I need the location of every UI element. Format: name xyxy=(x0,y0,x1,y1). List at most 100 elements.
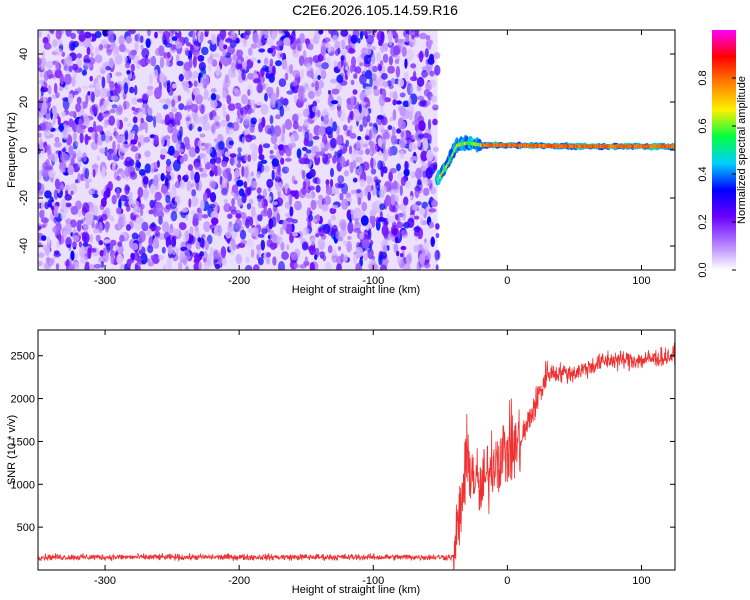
noise-blob xyxy=(188,235,196,245)
signal-core xyxy=(654,144,657,149)
noise-blob xyxy=(375,208,382,214)
noise-blob xyxy=(86,46,91,56)
noise-blob xyxy=(220,119,228,127)
noise-blob xyxy=(58,184,65,191)
noise-blob xyxy=(327,245,333,254)
signal-core xyxy=(566,144,568,149)
noise-blob xyxy=(209,192,217,203)
noise-blob xyxy=(270,92,278,105)
noise-blob xyxy=(94,54,103,64)
noise-blob xyxy=(282,186,286,192)
noise-blob xyxy=(267,47,274,54)
noise-blob xyxy=(337,175,345,184)
signal-core xyxy=(580,144,583,149)
noise-blob xyxy=(342,124,348,131)
signal-core xyxy=(657,144,659,149)
signal-core xyxy=(532,143,534,148)
noise-blob xyxy=(286,244,290,251)
x-axis-label: Height of straight line (km) xyxy=(292,584,420,596)
noise-blob xyxy=(231,238,236,249)
colorbar-bar xyxy=(712,30,736,270)
noise-blob xyxy=(53,189,59,200)
noise-blob xyxy=(172,235,177,241)
noise-blob xyxy=(427,252,431,261)
noise-blob xyxy=(227,103,236,111)
noise-blob xyxy=(169,200,178,210)
noise-blob xyxy=(87,264,96,270)
noise-blob xyxy=(334,151,338,158)
noise-blob xyxy=(283,37,291,46)
noise-blob xyxy=(38,260,43,267)
noise-blob xyxy=(345,192,352,199)
noise-blob xyxy=(117,241,123,247)
colorbar-tick-label: 0.6 xyxy=(697,118,709,133)
noise-blob xyxy=(185,265,189,270)
noise-blob xyxy=(359,30,364,40)
noise-blob xyxy=(332,121,337,132)
signal-core xyxy=(481,143,484,147)
noise-blob xyxy=(189,226,194,235)
noise-blob xyxy=(381,224,389,237)
noise-blob xyxy=(430,238,436,244)
noise-blob xyxy=(367,191,372,201)
noise-blob xyxy=(54,178,61,190)
noise-blob xyxy=(38,57,42,67)
noise-blob xyxy=(257,163,265,174)
noise-blob xyxy=(351,215,355,221)
signal-core xyxy=(452,152,454,156)
noise-blob xyxy=(245,239,254,248)
noise-blob xyxy=(126,123,132,127)
noise-blob xyxy=(250,57,257,62)
noise-blob xyxy=(71,240,78,248)
noise-blob xyxy=(232,53,238,62)
noise-blob xyxy=(331,88,340,95)
noise-blob xyxy=(347,48,356,54)
signal-core xyxy=(646,144,648,149)
noise-blob xyxy=(258,257,264,266)
noise-blob xyxy=(272,204,278,212)
noise-blob xyxy=(134,41,139,52)
noise-blob xyxy=(93,229,101,234)
signal-core xyxy=(499,143,501,147)
y-tick-label: 2500 xyxy=(11,351,35,363)
noise-blob xyxy=(251,206,256,218)
noise-blob xyxy=(399,105,407,117)
signal-core xyxy=(572,144,574,149)
noise-blob xyxy=(203,74,210,86)
noise-blob xyxy=(174,41,183,49)
noise-blob xyxy=(101,131,106,142)
signal-core xyxy=(625,144,627,149)
x-tick-label: 0 xyxy=(504,275,510,287)
noise-blob xyxy=(330,167,334,178)
noise-blob xyxy=(429,70,435,77)
noise-blob xyxy=(129,86,135,94)
signal-core xyxy=(482,143,484,147)
noise-blob xyxy=(271,201,279,206)
signal-core xyxy=(462,142,464,146)
signal-core xyxy=(522,143,525,148)
noise-blob xyxy=(363,96,369,103)
signal-core xyxy=(534,143,536,148)
noise-blob xyxy=(382,53,389,64)
signal-core xyxy=(537,143,539,148)
noise-blob xyxy=(316,33,320,43)
noise-blob xyxy=(71,76,76,87)
noise-blob xyxy=(203,221,211,233)
signal-core xyxy=(652,144,654,149)
noise-blob xyxy=(146,85,154,90)
noise-blob xyxy=(370,168,377,175)
noise-blob xyxy=(289,206,294,217)
signal-core xyxy=(440,172,443,176)
noise-blob xyxy=(330,100,339,105)
noise-blob xyxy=(114,131,119,139)
noise-blob xyxy=(124,166,130,178)
signal-core xyxy=(559,144,562,148)
noise-blob xyxy=(243,154,248,162)
signal-core xyxy=(510,143,512,147)
noise-blob xyxy=(218,39,225,51)
signal-core xyxy=(642,144,644,149)
noise-blob xyxy=(52,39,58,48)
noise-blob xyxy=(225,230,232,239)
noise-blob xyxy=(60,211,66,220)
noise-blob xyxy=(340,222,347,231)
